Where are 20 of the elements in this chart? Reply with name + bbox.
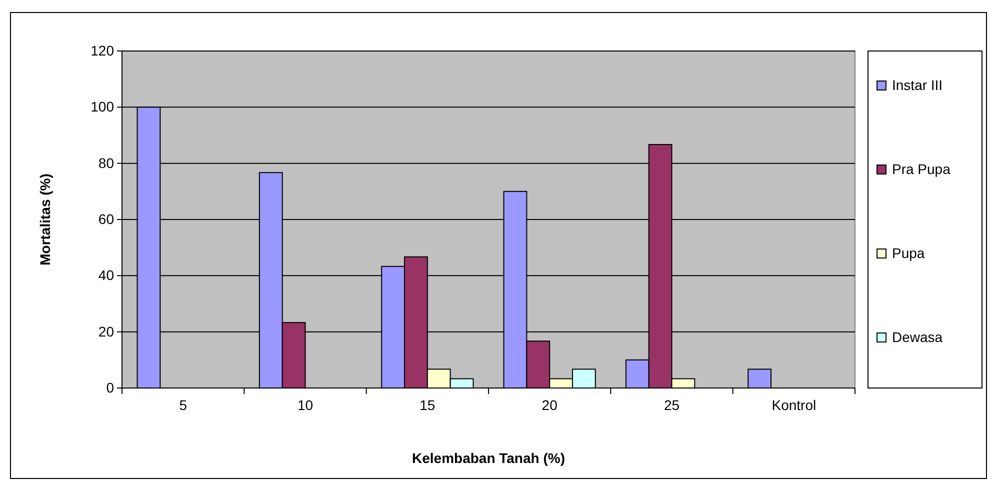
y-axis-title: Mortalitas (%)	[37, 174, 53, 266]
legend-label: Instar III	[892, 77, 943, 93]
x-axis-title: Kelembaban Tanah (%)	[412, 450, 565, 466]
bar	[748, 368, 772, 388]
y-tick-label: 40	[98, 267, 114, 284]
legend-label: Pra Pupa	[892, 161, 951, 177]
x-tick-label: 15	[420, 396, 436, 413]
y-tick-label: 80	[98, 154, 114, 171]
legend-label: Pupa	[892, 245, 925, 261]
y-tick-label: 60	[98, 210, 114, 227]
y-tick-label: 20	[98, 323, 114, 340]
legend-label: Dewasa	[892, 329, 943, 345]
x-tick-label: Kontrol	[772, 396, 816, 413]
y-tick-label: 120	[90, 42, 114, 58]
x-tick-label: 10	[297, 396, 314, 413]
x-tick-label: 5	[179, 396, 188, 413]
y-tick-label: 100	[90, 98, 114, 115]
x-tick-label: 25	[664, 396, 680, 413]
y-tick-label: 0	[106, 379, 114, 396]
x-tick-label: 20	[542, 396, 558, 413]
